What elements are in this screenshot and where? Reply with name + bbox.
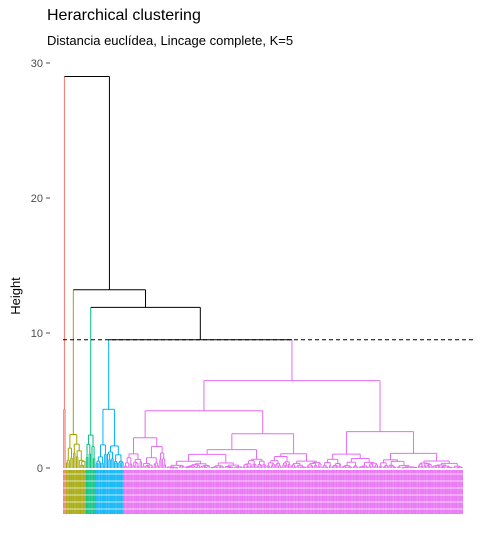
y-tick-label: 0: [37, 463, 43, 475]
y-axis: 0 10 20 30: [31, 58, 50, 475]
y-axis-label: Height: [8, 277, 23, 315]
y-tick-label: 30: [31, 58, 43, 70]
chart-subtitle: Distancia euclídea, Lincage complete, K=…: [47, 33, 294, 48]
y-tick-label: 10: [31, 328, 43, 340]
y-tick-label: 20: [31, 193, 43, 205]
leaf-labels: [62, 470, 463, 514]
dendrogram-tree: [63, 76, 474, 469]
chart-title: Herarchical clustering: [47, 7, 201, 24]
